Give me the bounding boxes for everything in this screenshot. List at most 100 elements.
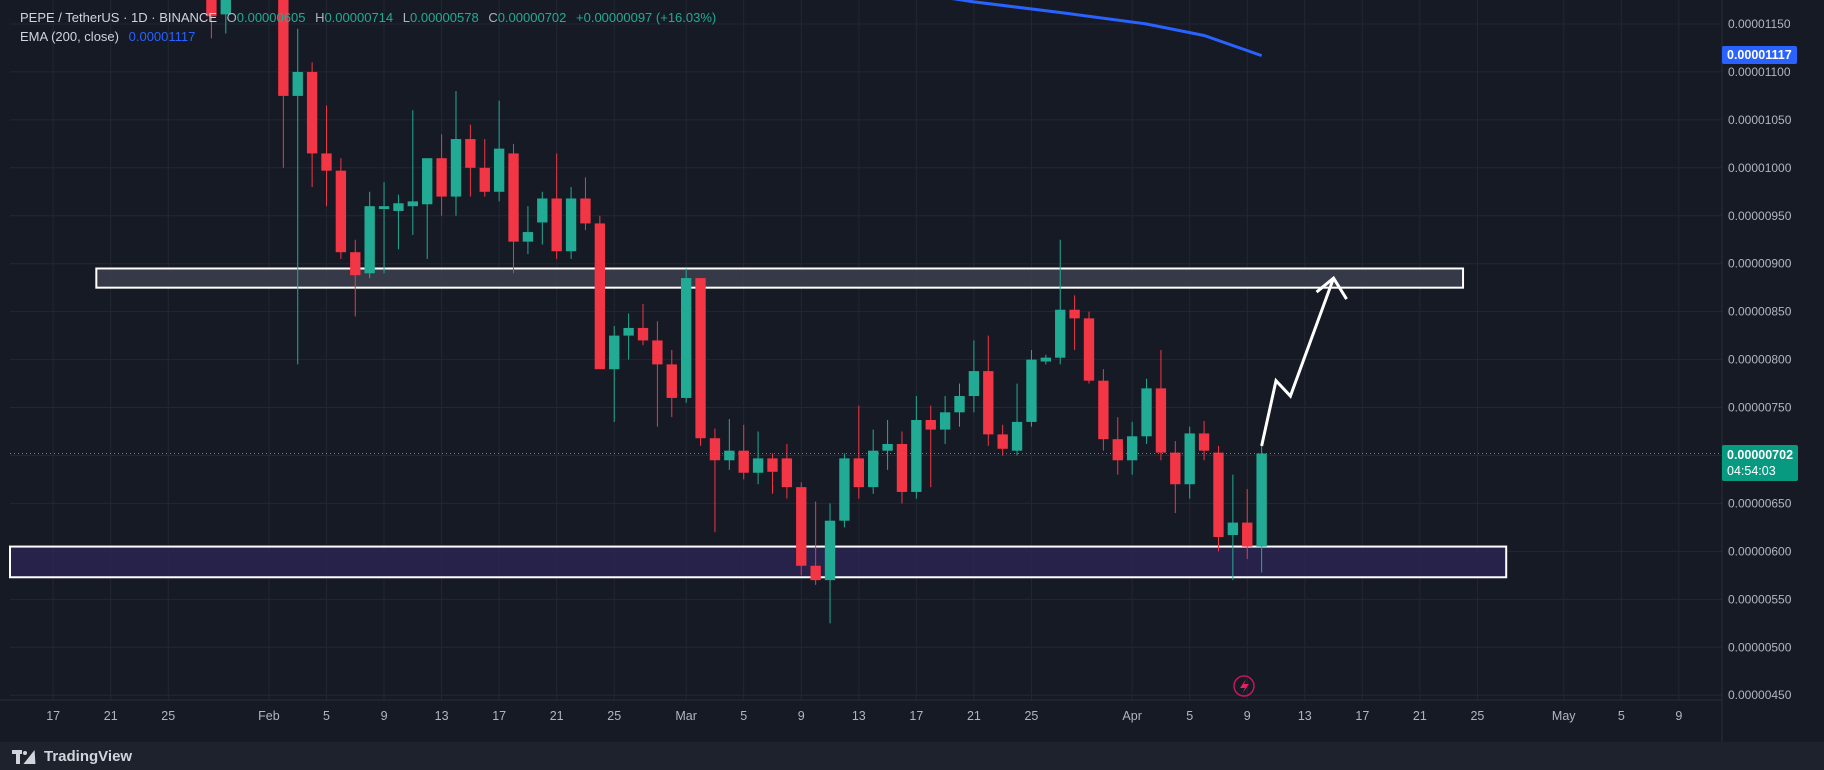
candle-body: [364, 206, 375, 274]
candle-body: [465, 139, 476, 168]
time-tick-label: 21: [104, 709, 118, 723]
lightning-icon[interactable]: [1233, 675, 1255, 697]
price-tick-label: 0.00000500: [1728, 640, 1792, 654]
candle: [364, 191, 375, 279]
price-tick-label: 0.00000650: [1728, 496, 1792, 510]
time-tick-label: 13: [852, 709, 866, 723]
open-label: O: [226, 10, 237, 25]
price-chart[interactable]: 0.00001150 0.00001100 0.00001050 0.00001000…: [0, 0, 1824, 742]
candle-body: [724, 450, 735, 461]
candle: [752, 431, 764, 485]
time-tick-label: 5: [740, 709, 747, 723]
time-axis[interactable]: 17 21 25 Feb 5 9 13 17 21 25 Mar 5 9 13 17 21 25 Apr 5 9 13 1…: [0, 699, 1722, 723]
candle-body: [1256, 453, 1267, 547]
candle-body: [637, 327, 649, 341]
time-tick-label: 21: [967, 709, 981, 723]
price-tick-label: 0.00000450: [1728, 688, 1792, 702]
price-tick-label: 0.00000750: [1728, 401, 1792, 415]
candle-body: [565, 198, 577, 252]
candle: [493, 100, 505, 202]
candle-body: [1026, 359, 1037, 422]
candle: [925, 405, 936, 488]
open-value: 0.00000605: [236, 10, 306, 25]
candle: [868, 429, 879, 494]
candle-body: [306, 71, 318, 154]
candle-body: [493, 148, 505, 192]
time-tick-label: Apr: [1122, 709, 1141, 723]
candle: [839, 453, 850, 528]
tradingview-logo-icon: [12, 749, 41, 764]
candle: [479, 139, 490, 197]
ema-legend[interactable]: EMA (200, close) 0.00001117: [20, 29, 195, 44]
time-tick-label: May: [1552, 709, 1576, 723]
time-tick-label: Mar: [675, 709, 697, 723]
candle: [508, 143, 519, 274]
candle-body: [609, 335, 620, 370]
candle: [1055, 239, 1066, 365]
candle: [335, 158, 347, 259]
candle: [1026, 350, 1037, 427]
candle-body: [1227, 522, 1239, 536]
candle-body: [939, 412, 951, 430]
price-tick-label: 0.00000850: [1728, 305, 1792, 319]
time-tick-label: 9: [381, 709, 388, 723]
price-axis[interactable]: 0.00001150 0.00001100 0.00001050 0.00001000…: [1721, 0, 1824, 742]
time-tick-label: 25: [607, 709, 621, 723]
candle-body: [983, 371, 994, 435]
candle-body: [882, 443, 893, 451]
candle-body: [1083, 318, 1095, 381]
candle: [1242, 489, 1253, 560]
high-value: 0.00000714: [324, 10, 394, 25]
candle-body: [752, 458, 764, 473]
candle-body: [522, 232, 534, 242]
time-tick-label: 9: [1675, 709, 1682, 723]
price-tick-label: 0.00000550: [1728, 592, 1792, 606]
candle: [278, 0, 289, 168]
projection-arrowhead: [1315, 275, 1348, 300]
candle: [1126, 421, 1138, 475]
candle: [465, 124, 476, 197]
time-tick-label: 17: [46, 709, 60, 723]
candle: [997, 424, 1008, 456]
candle: [292, 28, 303, 365]
candle-body: [335, 170, 347, 253]
candle-body: [537, 198, 548, 223]
time-tick-label: 5: [1186, 709, 1193, 723]
last-price-value: 0.00000702: [1727, 447, 1794, 462]
candle: [954, 383, 965, 427]
candle-body: [695, 278, 706, 439]
tradingview-brand[interactable]: TradingView: [12, 748, 132, 765]
candle: [594, 215, 606, 370]
candle: [1112, 417, 1123, 475]
candle: [609, 326, 620, 422]
close-value: 0.00000702: [497, 10, 567, 25]
candle-body: [393, 203, 404, 211]
candle: [695, 278, 706, 446]
price-tick-label: 0.00001150: [1728, 17, 1791, 31]
candle: [1069, 295, 1080, 350]
candle-body: [781, 458, 793, 488]
candle: [422, 158, 433, 259]
time-tick-label: Feb: [258, 709, 280, 723]
candle: [1011, 383, 1023, 456]
price-tick-label: 0.00000600: [1728, 544, 1792, 558]
projection-arrow: [1260, 275, 1348, 447]
candle-body: [580, 198, 591, 224]
candle: [378, 182, 390, 274]
price-tick-label: 0.00000950: [1728, 209, 1792, 223]
symbol-title[interactable]: PEPE / TetherUS · 1D · BINANCE: [20, 10, 217, 25]
candle: [1155, 350, 1167, 461]
candle-body: [1198, 433, 1210, 451]
candle-body: [350, 252, 361, 276]
candle-body: [839, 458, 850, 521]
candle: [709, 428, 721, 533]
candle: [220, 0, 231, 34]
candle-body: [925, 420, 936, 430]
time-tick-label: 25: [161, 709, 175, 723]
candle-body: [1055, 309, 1066, 358]
candle-body: [278, 0, 289, 96]
candle-body: [594, 223, 606, 370]
candle-body: [709, 438, 721, 461]
candle: [623, 313, 634, 360]
